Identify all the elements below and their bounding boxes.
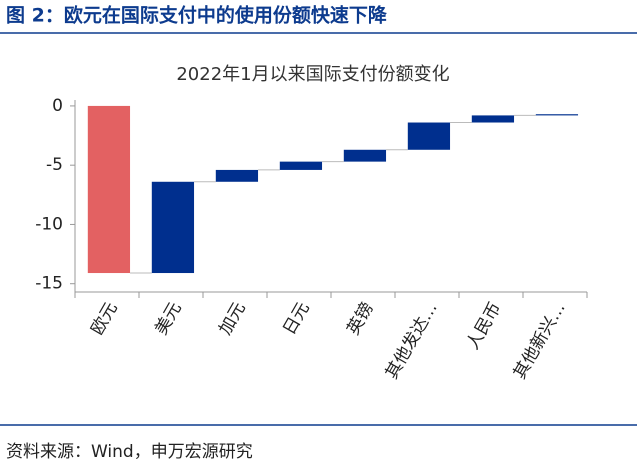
x-tick-label: 欧元 xyxy=(87,299,121,338)
x-tick-label: 美元 xyxy=(151,299,185,338)
y-tick-label: -5 xyxy=(46,155,63,175)
chart-title: 2022年1月以来国际支付份额变化 xyxy=(176,64,449,85)
bar xyxy=(215,169,259,182)
x-tick-label: 人民币 xyxy=(463,299,506,353)
bar xyxy=(279,161,323,170)
x-tick-label: 加元 xyxy=(215,299,249,338)
bar xyxy=(87,105,131,274)
x-tick-label: 其他发达… xyxy=(382,299,442,383)
x-tick-label: 其他新兴… xyxy=(510,299,570,383)
bar xyxy=(343,149,387,162)
bar xyxy=(471,115,515,123)
y-tick-label: -10 xyxy=(35,214,63,234)
header-title: 图 2：欧元在国际支付中的使用份额快速下降 xyxy=(6,4,388,27)
source-note: 资料来源：Wind，申万宏源研究 xyxy=(6,442,253,462)
y-tick-label: -15 xyxy=(35,274,63,294)
bar xyxy=(407,122,451,150)
bar xyxy=(535,114,579,116)
x-tick-label: 英镑 xyxy=(343,299,377,338)
bar xyxy=(151,181,195,274)
y-tick-label: 0 xyxy=(52,96,63,116)
x-tick-label: 日元 xyxy=(279,299,313,338)
